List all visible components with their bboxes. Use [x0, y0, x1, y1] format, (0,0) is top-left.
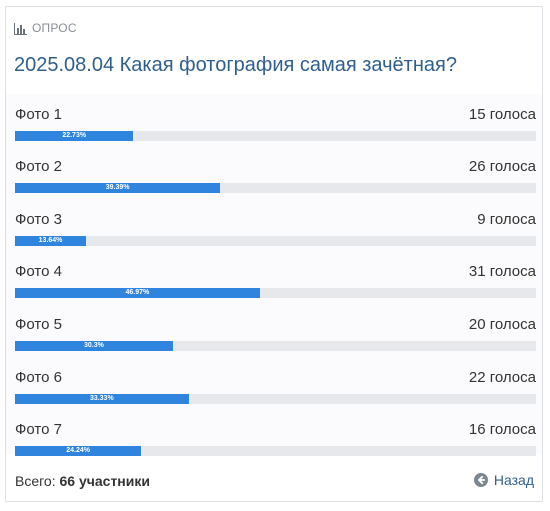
option-bar-fill: 46.97%	[15, 288, 260, 298]
option-bar-track: 13.64%	[15, 236, 536, 246]
option-percent: 46.97%	[125, 289, 150, 296]
poll-option-5: Фото 5 20 голоса 30.3%	[15, 311, 536, 351]
option-votes: 16 голоса	[468, 421, 536, 438]
option-bar-fill: 24.24%	[15, 446, 142, 456]
option-votes: 26 голоса	[468, 158, 536, 175]
option-label: Фото 3	[15, 211, 62, 228]
option-bar-track: 33.33%	[15, 394, 536, 404]
option-bar-fill: 39.39%	[15, 183, 221, 193]
option-votes: 15 голоса	[468, 106, 536, 123]
option-bar-track: 30.3%	[15, 341, 536, 351]
option-label: Фото 5	[15, 316, 62, 333]
poll-header: ОПРОС	[14, 20, 77, 36]
total-prefix: Всего:	[15, 473, 56, 489]
option-label: Фото 7	[15, 421, 62, 438]
bar-chart-icon	[14, 22, 27, 35]
poll-title: 2025.08.04 Какая фотография самая зачётн…	[14, 54, 457, 76]
poll-option-2: Фото 2 26 голоса 39.39%	[15, 153, 536, 193]
back-button[interactable]: Назад	[473, 472, 534, 488]
option-votes: 22 голоса	[468, 369, 536, 386]
option-percent: 13.64%	[38, 237, 63, 244]
option-bar-fill: 13.64%	[15, 236, 87, 246]
option-label: Фото 6	[15, 369, 62, 386]
option-votes: 31 голоса	[468, 263, 536, 280]
option-percent: 39.39%	[105, 184, 130, 191]
option-percent: 33.33%	[89, 395, 114, 402]
option-votes: 20 голоса	[468, 316, 536, 333]
poll-option-1: Фото 1 15 голоса 22.73%	[15, 101, 536, 141]
option-percent: 24.24%	[66, 447, 91, 454]
poll-options: Фото 1 15 голоса 22.73% Фото 2 26 голоса…	[6, 94, 542, 456]
option-percent: 30.3%	[84, 342, 104, 349]
back-label: Назад	[493, 472, 534, 488]
total-value: 66 участники	[59, 473, 150, 489]
option-bar-track: 22.73%	[15, 131, 536, 141]
arrow-left-circle-icon	[473, 473, 488, 487]
option-bar-fill: 22.73%	[15, 131, 134, 141]
option-bar-track: 39.39%	[15, 183, 536, 193]
poll-option-4: Фото 4 31 голоса 46.97%	[15, 258, 536, 298]
option-bar-fill: 33.33%	[15, 394, 189, 404]
option-bar-track: 46.97%	[15, 288, 536, 298]
poll-card: ОПРОС 2025.08.04 Какая фотография самая …	[5, 6, 543, 502]
poll-option-3: Фото 3 9 голоса 13.64%	[15, 206, 536, 246]
option-bar-track: 24.24%	[15, 446, 536, 456]
option-votes: 9 голоса	[477, 211, 536, 228]
option-percent: 22.73%	[62, 132, 87, 139]
poll-total: Всего: 66 участники	[15, 473, 150, 489]
option-label: Фото 4	[15, 263, 62, 280]
poll-option-7: Фото 7 16 голоса 24.24%	[15, 416, 536, 456]
poll-header-label: ОПРОС	[32, 21, 77, 35]
option-bar-fill: 30.3%	[15, 341, 173, 351]
poll-option-6: Фото 6 22 голоса 33.33%	[15, 364, 536, 404]
option-label: Фото 2	[15, 158, 62, 175]
option-label: Фото 1	[15, 106, 62, 123]
